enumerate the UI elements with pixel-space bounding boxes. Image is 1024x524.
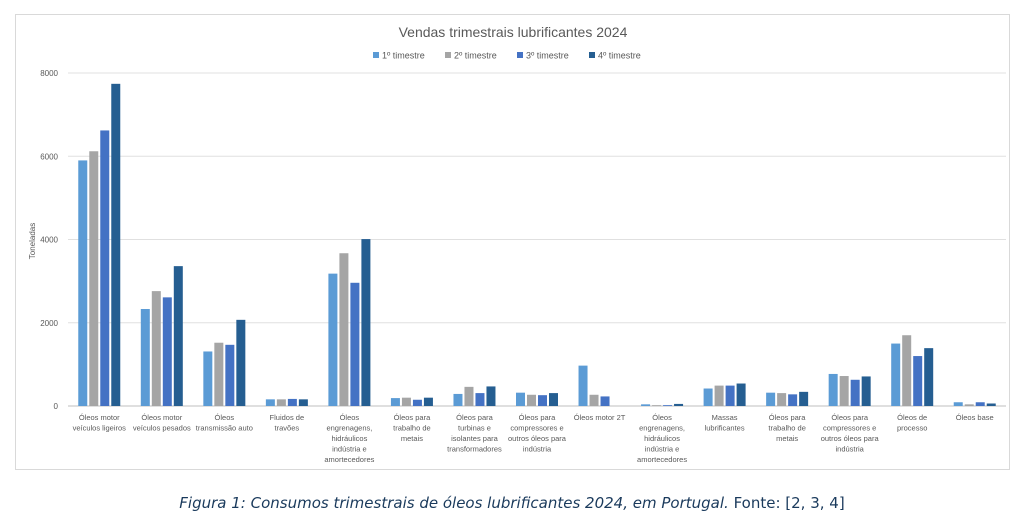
legend-label: 1º timestre [382,51,425,61]
bar [766,392,776,406]
legend-swatch [373,52,379,58]
bar [828,373,838,406]
chart-title: Vendas trimestrais lubrificantes 2024 [399,24,628,40]
bar [453,393,463,406]
x-tick-label: Fluidos de travões [270,413,305,433]
bar [736,383,746,406]
x-tick-label: Óleos para turbinas e isolantes para transf… [447,413,502,454]
chart-frame: Vendas trimestrais lubrificantes 2024 To… [15,14,1010,470]
bar [799,391,809,406]
legend-swatch [517,52,523,58]
caption-italic: Figura 1: Consumos trimestrais de óleos … [179,494,729,512]
bar [350,282,360,406]
bar [464,386,474,406]
y-tick-label: 8000 [40,69,58,78]
legend-swatch [445,52,451,58]
bar [777,393,787,406]
bar [788,394,798,406]
bar [339,253,349,406]
bar [589,394,599,406]
bar [516,392,525,406]
bar [287,398,297,406]
bar [173,266,183,406]
bar [600,396,610,406]
x-tick-label: Óleos transmissão auto [196,413,253,433]
bar [236,319,246,406]
bar [276,399,286,406]
x-tick-label: Óleos base [956,413,994,422]
bar [578,365,588,406]
bar [674,403,684,406]
x-tick-label: Óleos para compressores e outros óleos par… [508,413,567,454]
bar [140,309,150,406]
bar [652,405,662,406]
y-tick-label: 0 [54,402,59,411]
figure-caption: Figura 1: Consumos trimestrais de óleos … [0,494,1024,512]
bar [714,385,724,406]
y-axis-label: Toneladas [28,223,37,259]
x-tick-label: Óleos para trabalho de metais [393,413,431,443]
bar [214,342,224,406]
bar [663,405,673,406]
legend-label: 3º timestre [526,51,569,61]
bar [725,385,735,406]
x-tick-label: Óleos de processo [897,413,927,433]
bar [924,348,934,406]
bar [902,335,912,406]
bar [328,273,338,406]
bar [475,393,485,406]
bar [78,160,88,406]
bar [975,402,985,406]
bar [361,239,371,406]
x-tick-label: Óleos motor 2T [574,413,626,422]
bar [390,398,400,406]
bar [964,404,974,406]
bar [986,403,996,406]
bar [203,351,213,406]
x-tick-label: Óleos para trabalho de metais [768,413,806,443]
y-tick-label: 2000 [40,319,58,328]
x-tick-label: Óleos para compressores e outros óleos par… [821,413,880,454]
x-tick-label: Massas lubrificantes [705,413,745,433]
bar [162,297,172,406]
bar [265,399,275,406]
legend-label: 2º timestre [454,51,497,61]
bar [538,395,547,406]
bar [850,379,860,406]
bar [111,83,121,406]
bar [549,393,558,406]
bars [78,83,996,406]
bar [641,404,651,406]
x-axis-labels: Óleos motor veículos ligeiros Óleos motor v… [73,413,994,464]
bar [423,397,433,406]
bar [891,343,901,406]
bar [953,402,963,406]
bar [151,291,161,406]
bar [89,151,99,406]
bar [412,399,422,406]
x-tick-label: Óleos motor veículos ligeiros [73,413,127,433]
legend: 1º timestre 2º timestre 3º timestre 4º time… [373,51,641,61]
bar [225,344,235,406]
legend-swatch [589,52,595,58]
bar [913,356,923,406]
bar [298,399,308,406]
bar [527,394,536,406]
bar [861,376,871,406]
bar [401,397,411,406]
x-tick-label: Óleos motor veículos pesados [133,413,191,433]
y-tick-label: 4000 [40,236,58,245]
bar [486,386,496,406]
bar [839,376,849,406]
bar [100,130,110,406]
gridlines [68,72,1006,407]
y-tick-label: 6000 [40,152,58,161]
legend-label: 4º timestre [598,51,641,61]
caption-source: Fonte: [2, 3, 4] [733,494,845,512]
y-axis-ticks: 0 2000 4000 6000 8000 [40,69,58,411]
bar [703,388,713,406]
bar-chart: Vendas trimestrais lubrificantes 2024 To… [28,24,1006,464]
